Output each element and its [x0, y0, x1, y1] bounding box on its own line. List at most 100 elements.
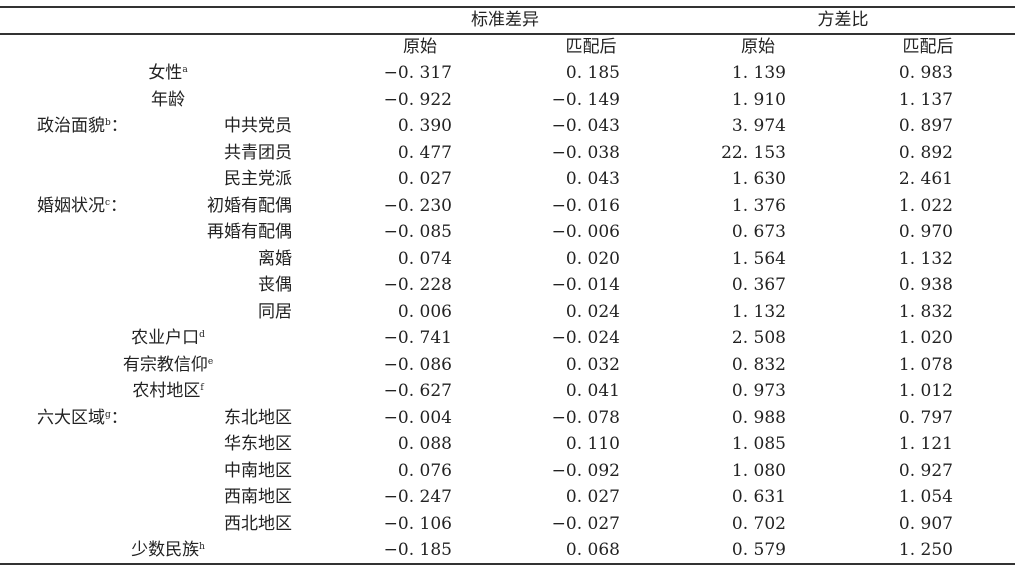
table-cell: 0. 074: [397, 248, 452, 269]
row-sublabel: 东北地区: [224, 407, 292, 428]
row-sublabel: 初婚有配偶: [207, 195, 292, 216]
table-cell: 0. 027: [397, 169, 452, 189]
table-cell: −0. 627: [383, 381, 452, 401]
table-cell: 1. 564: [731, 248, 786, 269]
table-cell: 0. 983: [898, 63, 953, 83]
table-cell: −0. 006: [551, 222, 620, 242]
table-cell: −0. 038: [551, 142, 620, 163]
subheader: 匹配后: [565, 37, 617, 57]
table-cell: 1. 910: [731, 89, 786, 110]
table-cell: 1. 630: [731, 169, 786, 189]
table-cell: 0. 897: [898, 116, 953, 136]
table-cell: 1. 132: [731, 301, 786, 322]
table-cell: 0. 027: [565, 487, 620, 507]
table-cell: 0. 006: [397, 301, 452, 322]
table-cell: 1. 078: [898, 354, 953, 375]
top-rule: [0, 6, 1015, 8]
row-sublabel: 同居: [258, 301, 292, 322]
row-sublabel: 西南地区: [224, 487, 292, 507]
table-cell: 0. 673: [731, 222, 786, 242]
table-cell: 1. 132: [898, 248, 953, 269]
row-sublabel: 离婚: [258, 248, 292, 269]
table-cell: −0. 004: [383, 407, 452, 428]
subheader: 匹配后: [902, 37, 954, 57]
bottom-rule: [0, 563, 1015, 565]
table-cell: −0. 922: [383, 89, 452, 110]
table-cell: 0. 702: [731, 513, 786, 534]
table-cell: −0. 085: [383, 222, 452, 242]
table-cell: 0. 797: [898, 407, 953, 428]
table-cell: 1. 832: [898, 301, 953, 322]
table-cell: −0. 092: [551, 460, 620, 481]
subheader: 原始: [403, 37, 437, 57]
table-cell: 1. 054: [898, 487, 953, 507]
table-cell: 0. 020: [565, 248, 620, 269]
table-cell: 0. 927: [898, 460, 953, 481]
table-cell: 0. 988: [731, 407, 786, 428]
table-cell: 1. 121: [898, 434, 953, 454]
row-label: 有宗教信仰e: [122, 354, 214, 375]
table-cell: 0. 938: [898, 275, 953, 295]
table-cell: −0. 027: [551, 513, 620, 534]
table-cell: 0. 367: [731, 275, 786, 295]
table-cell: −0. 016: [551, 195, 620, 216]
subheader: 原始: [741, 37, 775, 57]
table-cell: −0. 086: [383, 354, 452, 375]
table-cell: −0. 078: [551, 407, 620, 428]
table-cell: 2. 461: [898, 169, 953, 189]
row-group-label: 六大区域g：: [37, 407, 128, 428]
table-cell: 1. 020: [898, 328, 953, 348]
table-cell: 0. 032: [565, 354, 620, 375]
table-cell: 0. 068: [565, 540, 620, 560]
table-cell: 0. 185: [565, 63, 620, 83]
table-cell: 0. 041: [565, 381, 620, 401]
table-cell: −0. 014: [551, 275, 620, 295]
table-cell: 0. 907: [898, 513, 953, 534]
row-label: 女性a: [148, 63, 188, 83]
table-cell: 0. 088: [397, 434, 452, 454]
table-cell: 0. 579: [731, 540, 786, 560]
table-cell: −0. 106: [383, 513, 452, 534]
table-cell: −0. 247: [383, 487, 452, 507]
table-cell: −0. 149: [551, 89, 620, 110]
table-cell: 1. 022: [898, 195, 953, 216]
table-cell: −0. 024: [551, 328, 620, 348]
table-cell: 3. 974: [731, 116, 786, 136]
row-label: 年龄: [151, 89, 185, 110]
table-cell: 0. 973: [731, 381, 786, 401]
row-sublabel: 中南地区: [224, 460, 292, 481]
table-cell: 1. 376: [731, 195, 786, 216]
table-cell: 1. 139: [731, 63, 786, 83]
header-std-diff: 标准差异: [471, 10, 539, 30]
row-label: 农业户口d: [131, 328, 205, 348]
table-cell: 0. 390: [397, 116, 452, 136]
table-cell: 1. 012: [898, 381, 953, 401]
row-sublabel: 西北地区: [224, 513, 292, 534]
table-cell: −0. 043: [551, 116, 620, 136]
table-cell: 1. 250: [898, 540, 953, 560]
table-cell: 0. 892: [898, 142, 953, 163]
row-label: 农村地区f: [132, 381, 204, 401]
header-variance-ratio: 方差比: [817, 10, 869, 30]
table-cell: 1. 085: [731, 434, 786, 454]
table-cell: 1. 137: [898, 89, 953, 110]
row-group-label: 政治面貌b：: [37, 116, 128, 136]
table-cell: 0. 076: [397, 460, 452, 481]
table-cell: −0. 228: [383, 275, 452, 295]
table-cell: 0. 110: [565, 434, 620, 454]
table-cell: 2. 508: [731, 328, 786, 348]
row-group-label: 婚姻状况c：: [37, 195, 128, 216]
row-sublabel: 中共党员: [224, 116, 292, 136]
table-cell: 0. 970: [898, 222, 953, 242]
table-cell: −0. 230: [383, 195, 452, 216]
table-cell: −0. 317: [383, 63, 452, 83]
row-sublabel: 丧偶: [258, 275, 292, 295]
table-cell: −0. 185: [383, 540, 452, 560]
row-sublabel: 民主党派: [224, 169, 292, 189]
table-cell: 0. 024: [565, 301, 620, 322]
table-cell: 0. 631: [731, 487, 786, 507]
table-cell: 0. 043: [565, 169, 620, 189]
table-cell: 1. 080: [731, 460, 786, 481]
header-rule: [0, 33, 1015, 35]
row-label: 少数民族h: [131, 540, 205, 560]
